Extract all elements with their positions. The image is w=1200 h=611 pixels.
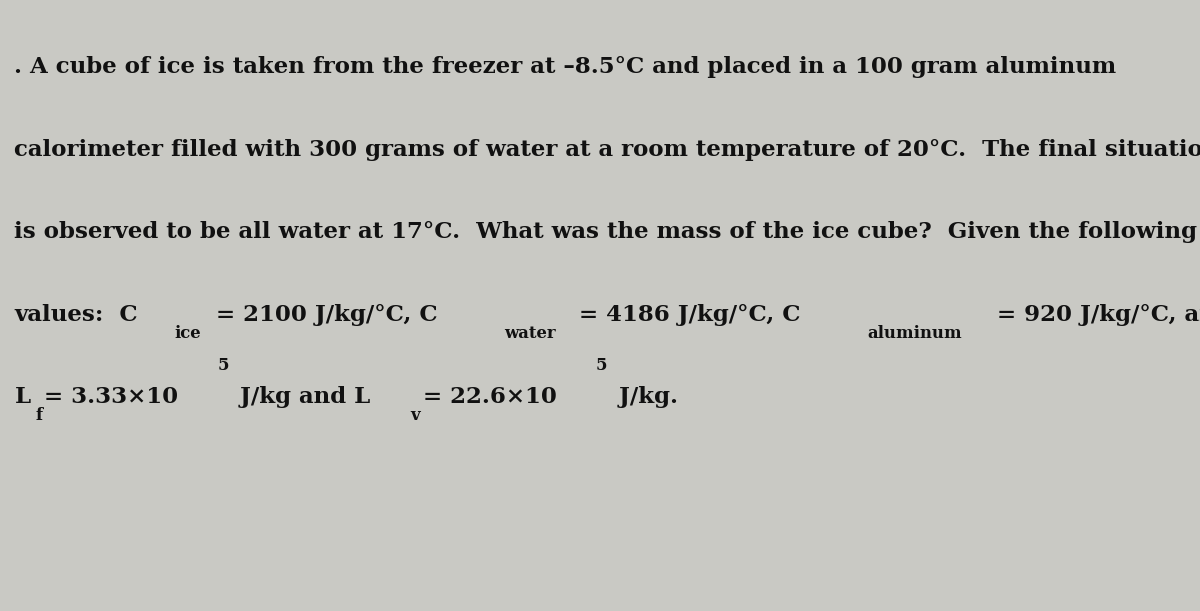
Text: = 22.6×10: = 22.6×10: [424, 386, 557, 408]
Text: J/kg and L: J/kg and L: [233, 386, 371, 408]
Text: = 920 J/kg/°C, and for water: = 920 J/kg/°C, and for water: [989, 304, 1200, 326]
Text: = 2100 J/kg/°C, C: = 2100 J/kg/°C, C: [209, 304, 438, 326]
Text: ice: ice: [174, 325, 200, 342]
Text: . A cube of ice is taken from the freezer at –8.5°C and placed in a 100 gram alu: . A cube of ice is taken from the freeze…: [14, 56, 1116, 78]
Text: = 4186 J/kg/°C, C: = 4186 J/kg/°C, C: [571, 304, 800, 326]
Text: calorimeter filled with 300 grams of water at a room temperature of 20°C.  The f: calorimeter filled with 300 grams of wat…: [14, 139, 1200, 161]
Text: water: water: [504, 325, 556, 342]
Text: v: v: [410, 408, 420, 425]
Text: J/kg.: J/kg.: [611, 386, 678, 408]
Text: 5: 5: [596, 357, 607, 374]
Text: 5: 5: [217, 357, 229, 374]
Text: values:  C: values: C: [14, 304, 138, 326]
Text: aluminum: aluminum: [868, 325, 962, 342]
Text: = 3.33×10: = 3.33×10: [44, 386, 179, 408]
Text: f: f: [35, 408, 42, 425]
Text: L: L: [14, 386, 30, 408]
Text: is observed to be all water at 17°C.  What was the mass of the ice cube?  Given : is observed to be all water at 17°C. Wha…: [14, 221, 1198, 243]
